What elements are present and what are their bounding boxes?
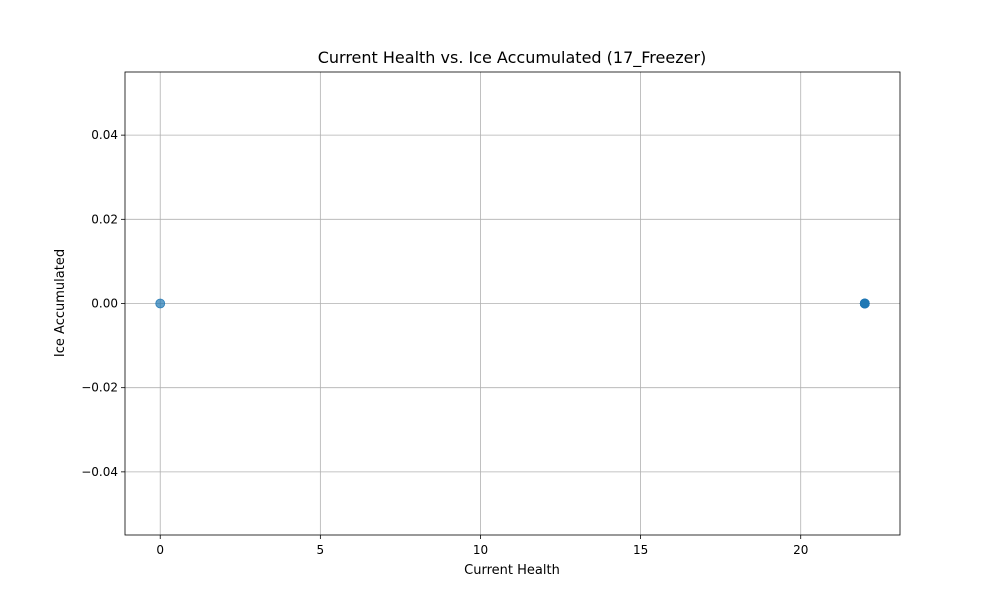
y-tick-label: −0.04	[81, 465, 118, 479]
x-axis: 0 5 10 15 20	[156, 535, 808, 557]
data-points	[155, 298, 870, 309]
grid	[125, 72, 900, 535]
x-tick-label: 10	[473, 543, 488, 557]
x-tick-label: 0	[156, 543, 164, 557]
y-tick-label: 0.02	[91, 212, 118, 226]
y-tick-label: −0.02	[81, 381, 118, 395]
chart-title: Current Health vs. Ice Accumulated (17_F…	[318, 48, 707, 68]
x-tick-label: 5	[317, 543, 325, 557]
data-point	[155, 298, 166, 309]
y-axis: −0.04 −0.02 0.00 0.02 0.04	[81, 128, 125, 479]
y-tick-label: 0.00	[91, 297, 118, 311]
x-axis-label: Current Health	[464, 563, 560, 578]
x-tick-label: 20	[793, 543, 808, 557]
y-tick-label: 0.04	[91, 128, 118, 142]
data-point	[859, 298, 870, 309]
x-tick-label: 15	[633, 543, 648, 557]
y-axis-label: Ice Accumulated	[53, 249, 68, 357]
